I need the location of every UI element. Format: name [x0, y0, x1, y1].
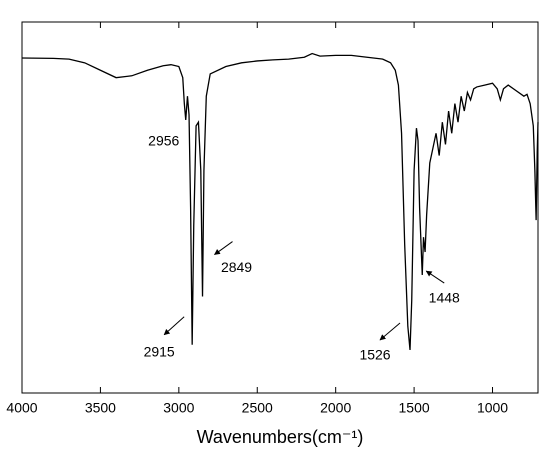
annotation: 2956	[148, 133, 179, 149]
annotation-arrow	[379, 322, 401, 341]
x-tick-label: 4000	[6, 400, 37, 416]
x-tick-label: 2500	[242, 400, 273, 416]
annotation: 2849	[221, 259, 252, 275]
x-tick-label: 2000	[320, 400, 351, 416]
plot-frame	[21, 21, 539, 394]
annotation: 1526	[359, 347, 390, 363]
x-tick-label: 3500	[85, 400, 116, 416]
x-tick-label: 3000	[163, 400, 194, 416]
x-tick-label: 1000	[477, 400, 508, 416]
spectrum-line	[21, 52, 539, 351]
x-tick-label: 1500	[399, 400, 430, 416]
x-axis-label: Wavenumbers(cm⁻¹)	[197, 427, 364, 447]
annotation: 1448	[429, 290, 460, 306]
annotation-arrow	[214, 241, 233, 255]
annotation: 2915	[144, 343, 175, 359]
annotation-arrow	[163, 316, 185, 336]
annotation-arrow	[425, 270, 445, 284]
